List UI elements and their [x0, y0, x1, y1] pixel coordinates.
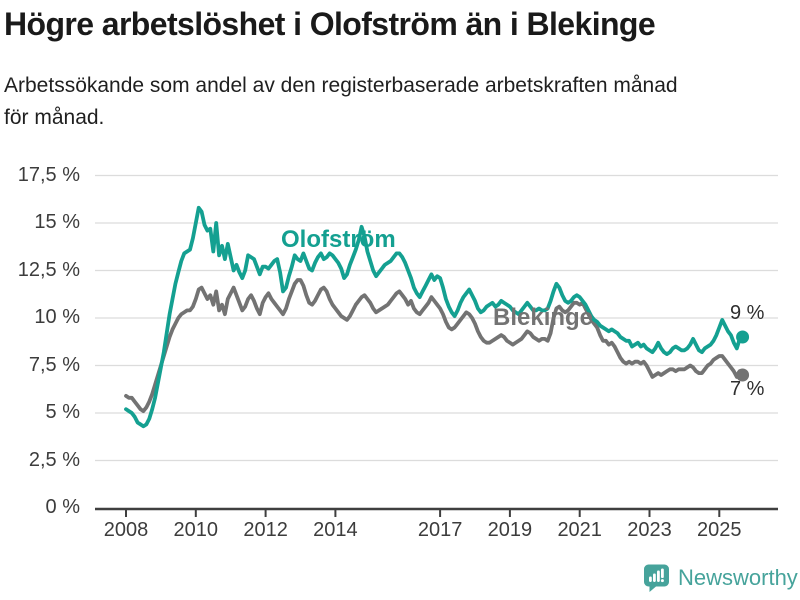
x-axis-tick-label: 2019	[487, 519, 533, 541]
series-label-olofstrom: Olofström	[281, 226, 396, 253]
x-axis-tick-label: 2012	[243, 519, 288, 541]
end-value-label-blekinge: 7 %	[730, 378, 765, 400]
y-axis-tick-label: 0 %	[45, 496, 80, 518]
y-axis-tick-label: 10 %	[34, 306, 80, 328]
x-axis-tick-label: 2014	[313, 519, 358, 541]
series-line-blekinge	[124, 278, 745, 414]
y-axis-tick-label: 5 %	[45, 401, 80, 423]
page-subtitle: Arbetssökande som andel av den registerb…	[4, 74, 678, 129]
newsworthy-icon	[644, 564, 669, 592]
x-axis-tick-label: 2010	[173, 519, 219, 541]
newsworthy-wordmark: Newsworthy	[678, 565, 798, 590]
series-end-dot-blekinge	[736, 368, 750, 382]
y-axis-tick-label: 2,5 %	[28, 448, 80, 471]
y-axis-tick-label: 15 %	[34, 211, 80, 233]
y-axis-tick-label: 12,5 %	[17, 258, 80, 281]
x-axis-tick-label: 2023	[627, 519, 672, 541]
y-axis-tick-label: 7,5 %	[28, 353, 80, 376]
x-axis-tick-label: 2021	[557, 519, 602, 541]
x-axis-tick-label: 2025	[697, 519, 742, 541]
x-axis-tick-label: 2017	[417, 519, 463, 541]
series-line-olofström	[124, 205, 745, 429]
series-label-blekinge: Blekinge	[493, 304, 594, 331]
end-value-label-olofstrom: 9 %	[730, 302, 765, 324]
series-end-dot-olofström	[736, 330, 750, 344]
x-axis-tick-label: 2008	[103, 519, 149, 541]
newsworthy-logo[interactable]: Newsworthy	[643, 562, 798, 594]
y-axis-tick-label: 17,5 %	[17, 163, 80, 186]
page-title: Högre arbetslöshet i Olofström än i Blek…	[4, 6, 656, 42]
